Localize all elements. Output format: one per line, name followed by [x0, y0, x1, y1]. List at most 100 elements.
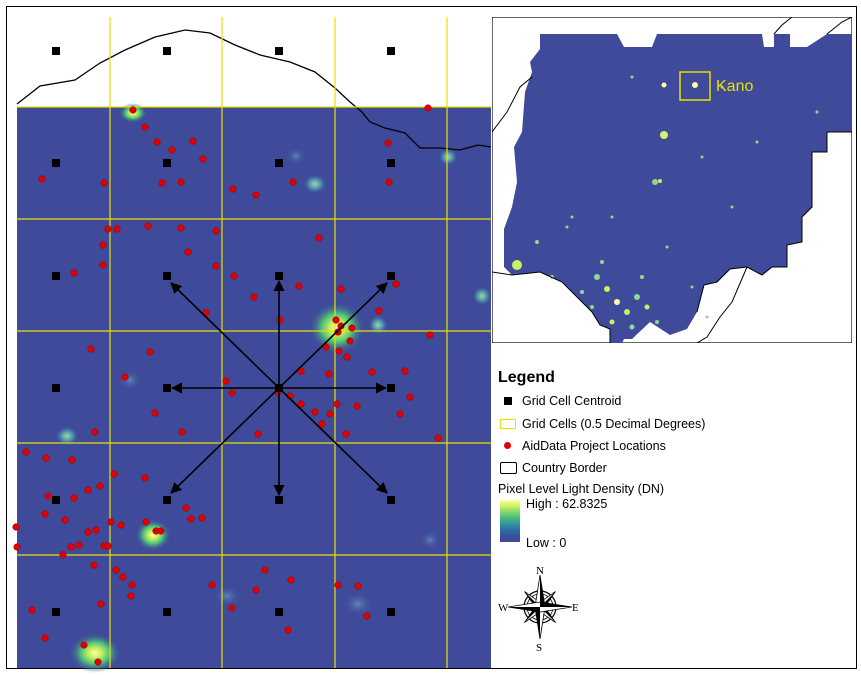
project-location-point	[44, 492, 52, 500]
grid-centroid-marker	[275, 47, 283, 55]
ramp-title: Pixel Level Light Density (DN)	[498, 482, 665, 496]
grid-centroid-marker	[163, 272, 171, 280]
project-location-point	[426, 331, 434, 339]
map-frame	[6, 6, 857, 669]
project-location-point	[70, 269, 78, 277]
legend-item-label: AidData Project Locations	[522, 439, 666, 453]
project-location-point	[346, 337, 354, 345]
ramp-low-label: Low : 0	[526, 536, 567, 550]
project-location-point	[168, 146, 176, 154]
grid-centroid-marker	[275, 496, 283, 504]
grid-centroid-marker	[52, 159, 60, 167]
project-location-point	[59, 551, 67, 559]
project-location-point	[311, 408, 319, 416]
project-location-point	[334, 328, 342, 336]
project-location-point	[230, 272, 238, 280]
project-location-point	[199, 155, 207, 163]
project-location-point	[94, 658, 102, 666]
aiddata-project-points	[12, 104, 442, 666]
project-location-point	[396, 410, 404, 418]
project-location-point	[141, 123, 149, 131]
grid-centroid-marker	[387, 608, 395, 616]
project-location-point	[144, 222, 152, 230]
project-location-point	[184, 248, 192, 256]
project-location-point	[110, 470, 118, 478]
project-location-point	[401, 367, 409, 375]
legend-item-label: Country Border	[522, 461, 607, 475]
legend-item-label: Grid Cells (0.5 Decimal Degrees)	[522, 417, 706, 431]
project-location-point	[13, 543, 21, 551]
project-location-point	[61, 516, 69, 524]
grid-centroid-marker	[52, 47, 60, 55]
project-location-point	[252, 191, 260, 199]
project-location-point	[107, 518, 115, 526]
project-location-point	[119, 573, 127, 581]
project-location-point	[117, 521, 125, 529]
grid-cell-centroids	[52, 47, 395, 616]
project-location-point	[90, 561, 98, 569]
project-location-point	[222, 377, 230, 385]
project-location-point	[337, 285, 345, 293]
project-location-point	[276, 316, 284, 324]
project-location-point	[97, 600, 105, 608]
project-location-point	[318, 420, 326, 428]
inset-border-line	[492, 76, 852, 343]
project-location-point	[141, 474, 149, 482]
project-location-point	[354, 582, 362, 590]
project-location-point	[84, 486, 92, 494]
project-location-point	[343, 353, 351, 361]
grid-centroid-marker	[275, 159, 283, 167]
project-location-point	[146, 348, 154, 356]
project-location-point	[75, 541, 83, 549]
project-location-point	[99, 241, 107, 249]
grid-centroid-marker	[52, 496, 60, 504]
compass-e: E	[572, 602, 578, 614]
project-location-point	[332, 316, 340, 324]
project-location-point	[104, 225, 112, 233]
project-location-point	[228, 604, 236, 612]
project-location-point	[96, 482, 104, 490]
project-location-point	[158, 179, 166, 187]
project-location-point	[67, 543, 75, 551]
grid-centroid-marker	[163, 159, 171, 167]
project-location-point	[129, 106, 137, 114]
project-location-point	[87, 345, 95, 353]
grid-centroid-marker	[52, 272, 60, 280]
project-location-point	[212, 227, 220, 235]
project-location-point	[337, 322, 345, 330]
project-location-point	[289, 178, 297, 186]
grid-cells	[17, 17, 491, 668]
project-location-point	[41, 510, 49, 518]
project-location-point	[342, 430, 350, 438]
project-location-point	[334, 581, 342, 589]
grid-centroid-marker	[387, 384, 395, 392]
project-location-point	[100, 179, 108, 187]
legend-title: Legend	[498, 369, 555, 386]
border-symbol-icon	[498, 461, 520, 475]
grid-centroid-marker	[163, 608, 171, 616]
inset-lights	[512, 75, 819, 330]
project-location-point	[178, 428, 186, 436]
project-location-point	[295, 282, 303, 290]
legend-item-border: Country Border	[498, 460, 607, 476]
inset-country-shape	[504, 34, 852, 343]
project-location-point	[254, 430, 262, 438]
project-location-point	[22, 448, 30, 456]
project-location-point	[121, 373, 129, 381]
project-location-point	[187, 515, 195, 523]
neighbor-arrows	[170, 279, 388, 497]
legend-item-centroid: Grid Cell Centroid	[498, 393, 621, 409]
project-location-point	[70, 494, 78, 502]
kano-label: Kano	[716, 78, 753, 95]
project-location-point	[333, 400, 341, 408]
light-glows	[55, 103, 492, 673]
project-location-point	[38, 175, 46, 183]
project-location-point	[142, 518, 150, 526]
legend-item-label: Grid Cell Centroid	[522, 394, 622, 408]
project-location-point	[42, 454, 50, 462]
project-location-point	[104, 542, 112, 550]
project-location-point	[287, 576, 295, 584]
project-location-point	[112, 566, 120, 574]
project-location-point	[228, 389, 236, 397]
grid-centroid-marker	[275, 608, 283, 616]
